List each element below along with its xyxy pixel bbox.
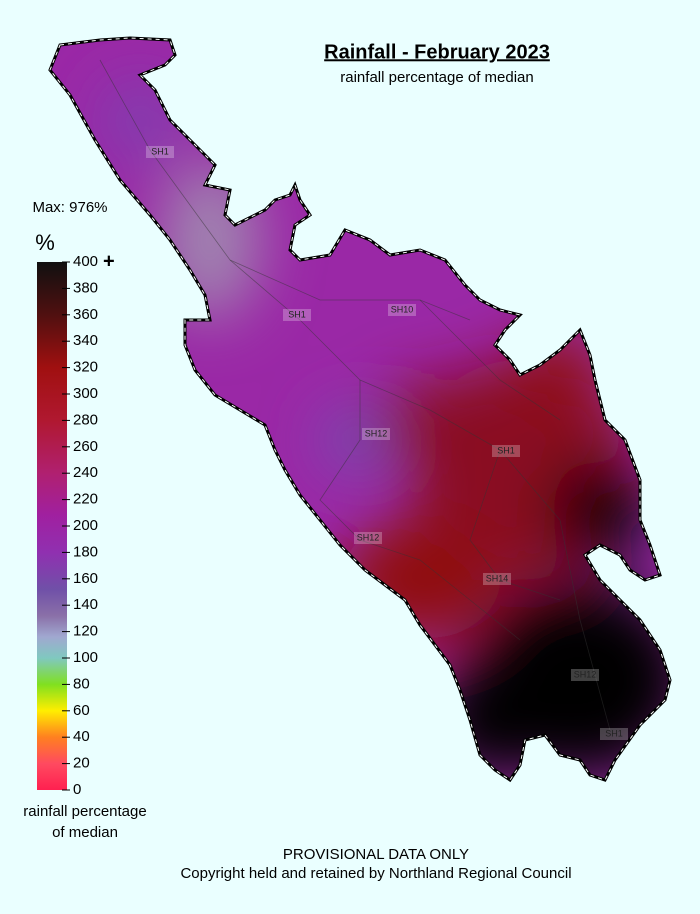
road-label-box <box>362 428 390 440</box>
road-label-box <box>388 304 416 316</box>
legend-tick-label: 40 <box>73 728 90 745</box>
legend-tick-label: 180 <box>73 543 98 560</box>
road-label-box <box>354 532 382 544</box>
max-label: Max: 976% <box>32 199 107 216</box>
road-label-box <box>600 728 628 740</box>
title: Rainfall - February 2023 <box>324 41 550 63</box>
legend-tick-label: 220 <box>73 491 98 508</box>
road-label: SH12 <box>574 669 597 679</box>
road-label-box <box>483 573 511 585</box>
road-label: SH1 <box>288 309 306 319</box>
legend-tick-label: 280 <box>73 411 98 428</box>
road-label-box <box>146 146 174 158</box>
legend-tick-label: 240 <box>73 464 98 481</box>
legend-tick-label: 100 <box>73 649 98 666</box>
road-label: SH1 <box>605 728 623 738</box>
subtitle: rainfall percentage of median <box>340 69 533 86</box>
legend-tick-label: 0 <box>73 781 81 798</box>
legend-tick-label: 400 <box>73 253 98 270</box>
footer-line: PROVISIONAL DATA ONLY <box>283 846 469 863</box>
legend-over-marker: + <box>103 250 115 272</box>
road-label: SH1 <box>497 445 515 455</box>
road-label-box <box>492 445 520 457</box>
legend-tick-label: 360 <box>73 306 98 323</box>
road-label-box <box>571 669 599 681</box>
legend-tick-label: 340 <box>73 332 98 349</box>
road-label: SH12 <box>365 428 388 438</box>
legend-ticks: 0 20 40 60 80 100 120 140 160 180 200 220 240 260 280 3… <box>62 250 115 798</box>
legend-unit: % <box>35 230 55 255</box>
legend-tick-label: 380 <box>73 279 98 296</box>
legend-tick-label: 300 <box>73 385 98 402</box>
legend-caption: of median <box>52 824 118 841</box>
footer-line: Copyright held and retained by Northland… <box>180 865 571 882</box>
legend-tick-label: 60 <box>73 702 90 719</box>
road-label: SH1 <box>151 146 169 156</box>
road-label: SH12 <box>357 532 380 542</box>
legend-tick-label: 200 <box>73 517 98 534</box>
legend-tick-label: 120 <box>73 623 98 640</box>
legend-tick-label: 260 <box>73 438 98 455</box>
legend-tick-label: 80 <box>73 675 90 692</box>
legend-tick-label: 160 <box>73 570 98 587</box>
legend-tick-label: 140 <box>73 596 98 613</box>
legend-caption: rainfall percentage <box>23 803 146 820</box>
road-label: SH14 <box>486 573 509 583</box>
road-label: SH10 <box>391 304 414 314</box>
road-labels: SH1 SH1 SH10 SH12 SH1 SH12 SH14 SH12 SH1 <box>146 146 628 740</box>
legend-tick-label: 20 <box>73 755 90 772</box>
legend-tick-label: 320 <box>73 359 98 376</box>
road-label-box <box>283 309 311 321</box>
